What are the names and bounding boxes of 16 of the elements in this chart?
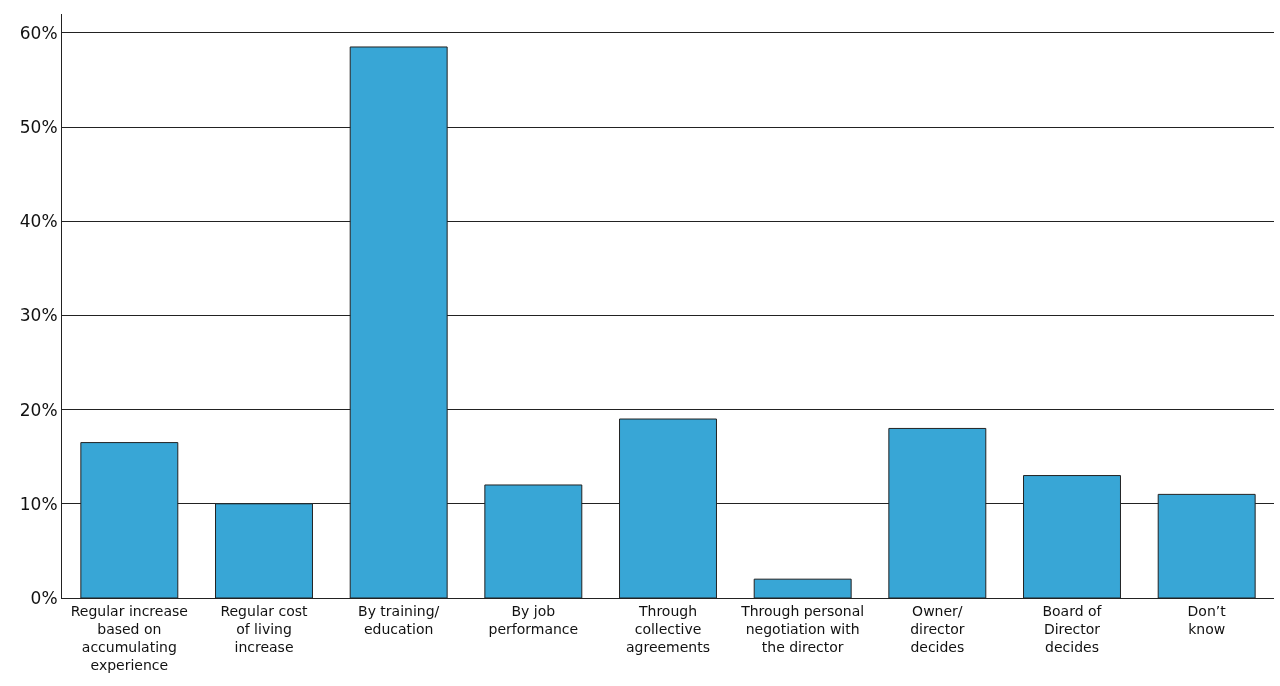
x-tick-label: Board of Director decides xyxy=(1042,602,1103,656)
y-tick-label: 60% xyxy=(19,22,58,43)
y-tick-label: 10% xyxy=(19,493,58,514)
y-tick-label: 0% xyxy=(30,587,58,608)
y-tick-label: 20% xyxy=(19,399,58,420)
x-tick-label: By training/ education xyxy=(358,602,440,637)
x-tick-label: Owner/ director decides xyxy=(910,602,965,656)
y-tick-label: 50% xyxy=(19,116,58,137)
x-tick-label: Through personal negotiation with the director xyxy=(740,602,865,656)
x-tick-label: By job performance xyxy=(488,602,579,637)
y-tick-label: 40% xyxy=(19,211,58,232)
x-tick-label: Through collective agreements xyxy=(625,602,711,656)
y-tick-label: 30% xyxy=(19,305,58,326)
x-tick-label: Regular increase based on accumulating experience xyxy=(70,602,188,674)
x-tick-label: Don’t know xyxy=(1187,602,1227,637)
x-tick-label: Regular cost of living increase xyxy=(220,602,309,656)
